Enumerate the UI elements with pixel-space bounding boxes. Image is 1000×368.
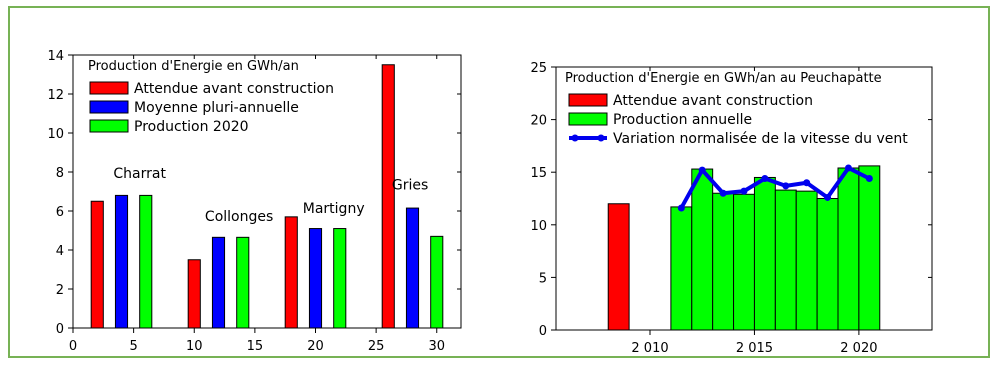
chart1-y-tick-label: 10 (47, 127, 64, 142)
chart2-title: Production d'Energie en GWh/an au Peucha… (565, 71, 882, 86)
chart1-y-tick-label: 8 (56, 166, 64, 181)
chart2-legend-swatch (568, 112, 608, 126)
chart2-line-point (677, 204, 685, 212)
chart-production-peuchapatte: 0 5 10 15 20 25 2 010 2 015 2 020 Production d'En… (530, 61, 933, 356)
chart1-x-tick-label: 5 (129, 339, 137, 354)
chart2-y-tick-label: 5 (539, 271, 547, 286)
chart1-annotation: Martigny (303, 201, 365, 217)
chart1-legend-label: Production 2020 (134, 119, 249, 135)
chart2-bar (753, 176, 776, 331)
chart2-x-tick-label: 2 020 (840, 341, 877, 356)
chart1-bar (381, 64, 395, 329)
chart1-bar (211, 236, 226, 329)
chart2-y-tick-label: 25 (530, 61, 547, 76)
chart2-line-point (719, 189, 727, 197)
chart1-y-tick-label: 2 (56, 283, 64, 298)
chart1-x-tick-label: 30 (428, 339, 445, 354)
chart1-y-tick-label: 14 (47, 49, 64, 64)
chart2-x-tick-label: 2 015 (736, 341, 773, 356)
chart1-y-tick-label: 6 (56, 205, 64, 220)
chart1-y-tick-label: 4 (56, 244, 64, 259)
chart2-bar (837, 167, 860, 331)
chart2-line-point (865, 175, 873, 183)
chart1-title: Production d'Energie en GWh/an (88, 59, 299, 74)
chart2-legend-label: Attendue avant construction (613, 93, 813, 109)
chart1-bar (114, 194, 129, 329)
chart1-x-tick-label: 25 (368, 339, 385, 354)
chart2-bar (795, 190, 818, 331)
chart2-line-point (803, 179, 811, 187)
chart2-y-tick-label: 15 (530, 166, 547, 181)
chart2-bar (774, 189, 797, 331)
chart1-legend-swatch (89, 81, 129, 95)
chart1-x-tick-label: 15 (247, 339, 264, 354)
chart1-legend-swatch (89, 100, 129, 114)
chart2-line-point (698, 166, 706, 174)
chart1-x-tick-label: 0 (69, 339, 77, 354)
chart2-bar (607, 203, 630, 331)
chart1-legend-swatch (89, 119, 129, 133)
chart1-annotation: Charrat (113, 166, 166, 182)
chart1-bar (333, 228, 347, 329)
chart2-line-point (740, 187, 748, 195)
chart1-bar (139, 194, 153, 329)
chart1-legend-label: Attendue avant construction (134, 81, 334, 97)
chart1-bar (405, 207, 420, 329)
chart1-annotation: Gries (392, 178, 428, 194)
chart1-plot-area (72, 54, 462, 329)
chart2-y-tick-label: 10 (530, 219, 547, 234)
chart2-bar (712, 192, 735, 331)
chart1-legend-label: Moyenne pluri-annuelle (134, 100, 299, 116)
chart1-bar (430, 235, 444, 329)
chart1-annotation: Collonges (205, 209, 273, 225)
chart2-series-line (679, 165, 871, 209)
chart2-bar (733, 193, 755, 331)
chart1-bar (308, 228, 323, 329)
chart1-y-tick-label: 12 (47, 88, 64, 103)
chart2-y-tick-label: 20 (530, 114, 547, 129)
chart2-bar (691, 168, 714, 331)
chart-production-sites: 0 2 4 6 8 10 12 14 0 5 10 15 20 25 30 Charrat Collonges M… (47, 49, 462, 354)
chart2-bar (816, 198, 839, 331)
chart1-bar (284, 216, 298, 329)
chart2-legend-label: Variation normalisée de la vitesse du ve… (613, 131, 908, 147)
chart2-line-point (844, 164, 852, 172)
chart2-legend-swatch (568, 93, 608, 107)
chart2-bar (858, 165, 881, 331)
chart1-bar (90, 200, 104, 329)
chart2-legend-label: Production annuelle (613, 112, 752, 128)
chart2-line-point (782, 182, 790, 190)
chart2-legend-marker (597, 134, 605, 142)
chart1-x-tick-label: 20 (307, 339, 324, 354)
chart1-y-tick-label: 0 (56, 322, 64, 337)
chart2-x-tick-label: 2 010 (631, 341, 668, 356)
chart2-bar (670, 206, 693, 331)
chart2-line-point (824, 193, 832, 201)
chart1-bar (236, 236, 250, 329)
chart2-line-point (761, 175, 769, 183)
chart1-x-tick-label: 10 (186, 339, 203, 354)
chart2-legend-marker (571, 134, 579, 142)
chart2-y-tick-label: 0 (539, 324, 547, 339)
chart1-bar (187, 259, 201, 329)
